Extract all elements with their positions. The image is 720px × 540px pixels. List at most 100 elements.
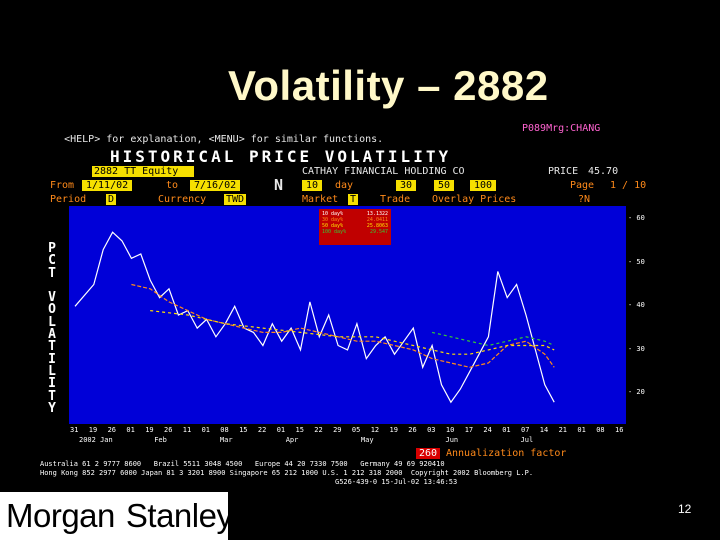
x-tick-label: 26 [408,426,417,434]
logo-morgan: Morgan [6,497,115,534]
legend-value: 25.8063 [366,223,388,229]
legend-value: 24.0411 [366,217,388,223]
legend-entry: 100 day% 29.547 [322,229,388,235]
menu-key[interactable]: <MENU> [208,134,245,145]
vertical-letter: A [48,327,56,343]
x-tick-label: 19 [389,426,398,434]
currency-label: Currency [158,194,207,205]
x-tick-label: 01 [276,426,286,434]
x-axis: 31 19 26 01 19 26 11 01 08 15 22 01 15 22 29 05 12 19 26 03… [69,425,626,447]
vertical-letter: L [48,363,56,379]
page-label: Page [570,180,595,191]
series-line-50day [150,310,555,355]
chart-svg [74,231,555,404]
legend-name: 50 day% [322,223,344,229]
footer-line-2: Hong Kong 852 2977 6000 Japan 81 3 3201 … [40,469,534,477]
chart-legend: 10 day% 13.1322 30 day% 24.0411 50 day% 25.80… [319,209,391,245]
terminal-code: P089Mrg:CHANG [522,123,601,134]
overlay-field[interactable]: ?N [578,194,591,205]
price-label: PRICE [548,166,579,177]
screen-header: HISTORICAL PRICE VOLATILITY [110,147,452,166]
x-tick-label: 16 [615,426,624,434]
x-tick-label: 31 [70,426,79,434]
to-date-field[interactable]: 7/16/02 [190,180,241,191]
legend-name: 100 day% [322,229,347,235]
vertical-letter: Y [48,400,56,416]
vertical-letter: I [48,376,56,392]
x-tick-label: 19 [88,426,98,434]
currency-field[interactable]: TWD [224,194,247,205]
x-tick-label: 01 [201,426,211,434]
x-tick-label: 14 [539,426,549,434]
price-value: 45.70 [588,166,619,177]
x-tick-label: 22 [257,426,267,434]
vertical-letter: O [48,302,56,318]
vertical-letter: P [48,241,56,256]
logo-stanley: Stanley [125,497,233,534]
overlay-label: Overlay Prices [432,194,517,205]
x-tick-label: 08 [596,426,605,434]
ticker-field[interactable]: 2882 TT Equity [92,166,195,177]
x-tick-label: 29 [333,426,342,434]
legend-entry: 10 day% 13.1322 [322,211,388,217]
vertical-letter: V [48,290,56,306]
legend-entry: 30 day% 24.0411 [322,217,388,223]
legend-entry: 50 day% 25.8063 [322,223,388,229]
vertical-letter: T [48,388,56,404]
series-line-10day [74,231,555,404]
y-tick-label: - 40 [628,301,645,310]
x-tick-label: 01 [577,426,586,434]
x-month-label: Feb [154,436,167,444]
x-tick-label: 26 [164,426,173,434]
x-month-label: Apr [285,436,299,444]
period-field-100[interactable]: 100 [470,180,497,191]
x-tick-label: 10 [445,426,455,434]
series-line-100day [431,331,555,347]
volatility-chart: 10 day% 13.1322 30 day% 24.0411 50 day% 25.80… [69,206,626,424]
x-tick-label: 01 [502,426,511,434]
x-month-label: Mar [219,436,233,444]
x-tick-label: 08 [220,426,229,434]
company-name: CATHAY FINANCIAL HOLDING CO [302,166,465,177]
x-tick-label: 24 [483,426,492,434]
x-tick-label: 26 [107,426,117,434]
help-line: <HELP> for explanation, <MENU> for simil… [40,123,383,156]
legend-name: 10 day% [322,211,344,217]
y-tick-label: - 50 [628,257,645,266]
y-tick-label: - 60 [628,214,645,223]
footer-line-1: Australia 61 2 9777 8600 Brazil 5511 304… [40,460,445,468]
x-tick-label: 07 [521,426,530,434]
x-month-label: 2002 Jan [79,436,113,444]
bloomberg-terminal: <HELP> for explanation, <MENU> for simil… [30,118,682,490]
x-tick-label: 05 [351,426,361,434]
x-month-label: Jul [520,436,534,444]
help-key[interactable]: <HELP> [64,134,101,145]
x-tick-label: 17 [464,426,474,434]
period-field-10[interactable]: 10 [302,180,323,191]
day-label: day [335,180,354,191]
x-tick-label: 21 [558,426,568,434]
vertical-letter: C [48,253,56,269]
annualization-field[interactable]: 260 [416,448,441,459]
market-label: Market [302,194,339,205]
x-tick-label: 11 [182,426,192,434]
period-field-50[interactable]: 50 [434,180,455,191]
vertical-letter: I [48,351,56,367]
legend-value: 29.547 [369,229,388,235]
annualization-label: Annualization factor [446,448,567,459]
page-number: 12 [678,502,692,516]
from-date-field[interactable]: 1/11/02 [82,180,133,191]
x-tick-label: 15 [239,426,248,434]
period-value-field[interactable]: D [106,194,117,205]
menu-text: for similar functions. [244,134,384,145]
vertical-letter: L [48,314,56,330]
y-tick-label: - 30 [628,344,645,353]
x-tick-label: 12 [370,426,380,434]
morgan-stanley-logo: Morgan Stanley [0,492,233,540]
footer-line-3: G526-439-0 15-Jul-02 13:46:53 [40,478,458,486]
period-field-30[interactable]: 30 [396,180,417,191]
legend-value: 13.1322 [366,211,388,217]
x-month-label: May [360,436,374,444]
market-field[interactable]: T [348,194,359,205]
